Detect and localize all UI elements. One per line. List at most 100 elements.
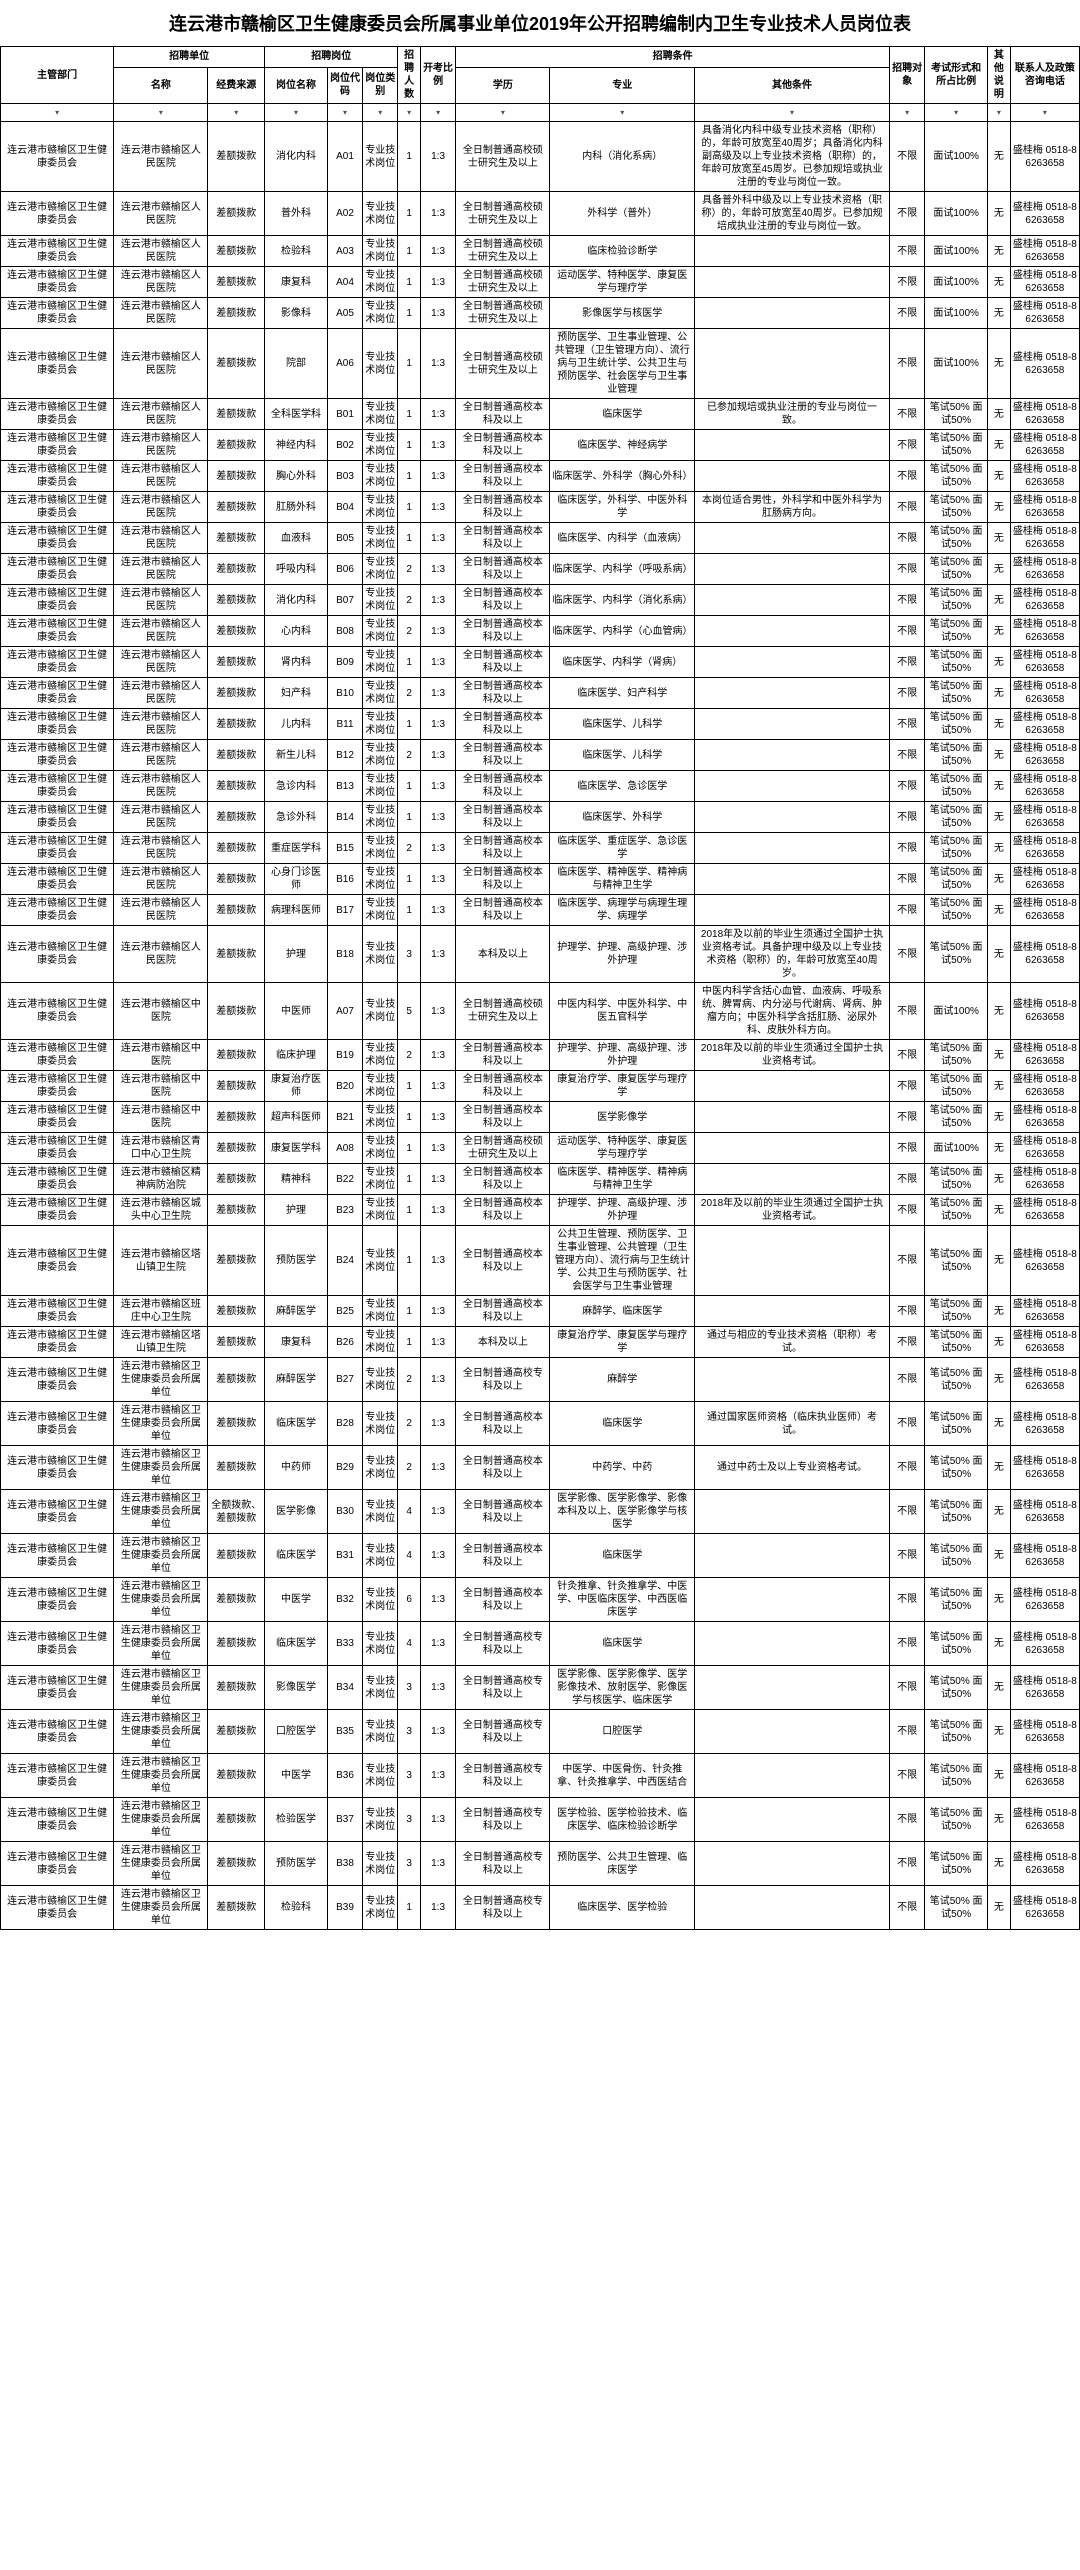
cell-note: 无 <box>988 1490 1011 1534</box>
cell-unit: 连云港市赣榆区人民医院 <box>114 192 208 236</box>
filter-cell[interactable]: ▾ <box>988 104 1011 122</box>
filter-cell[interactable]: ▾ <box>363 104 398 122</box>
cell-contact: 盛桂梅 0518-86263658 <box>1010 554 1079 585</box>
table-row: 连云港市赣榆区卫生健康委员会连云港市赣榆区卫生健康委员会所属单位差额拨款临床医学… <box>1 1534 1080 1578</box>
table-row: 连云港市赣榆区卫生健康委员会连云港市赣榆区中医院差额拨款临床护理B19专业技术岗… <box>1 1040 1080 1071</box>
cell-jobName: 麻醉医学 <box>265 1296 328 1327</box>
cell-dept: 连云港市赣榆区卫生健康委员会 <box>1 647 114 678</box>
cell-contact: 盛桂梅 0518-86263658 <box>1010 1798 1079 1842</box>
cell-ratio: 1:3 <box>420 399 455 430</box>
cell-contact: 盛桂梅 0518-86263658 <box>1010 192 1079 236</box>
header-note: 其他说明 <box>988 47 1011 104</box>
table-row: 连云港市赣榆区卫生健康委员会连云港市赣榆区中医院差额拨款康复治疗医师B20专业技… <box>1 1071 1080 1102</box>
cell-ratio: 1:3 <box>420 1754 455 1798</box>
cell-exam: 笔试50% 面试50% <box>925 492 988 523</box>
cell-num: 1 <box>398 1195 421 1226</box>
cell-ratio: 1:3 <box>420 298 455 329</box>
filter-cell[interactable]: ▾ <box>1010 104 1079 122</box>
cell-target: 不限 <box>890 1842 925 1886</box>
cell-major: 麻醉学、临床医学 <box>550 1296 695 1327</box>
cell-edu: 全日制普通高校本科及以上 <box>456 492 550 523</box>
cell-jobName: 胸心外科 <box>265 461 328 492</box>
header-ratio: 开考比例 <box>420 47 455 104</box>
filter-arrow-icon: ▾ <box>234 108 238 117</box>
cell-dept: 连云港市赣榆区卫生健康委员会 <box>1 267 114 298</box>
cell-cat: 专业技术岗位 <box>363 236 398 267</box>
cell-major: 中医内科学、中医外科学、中医五官科学 <box>550 983 695 1040</box>
cell-contact: 盛桂梅 0518-86263658 <box>1010 1886 1079 1930</box>
filter-cell[interactable]: ▾ <box>420 104 455 122</box>
cell-fund: 差额拨款 <box>208 740 265 771</box>
cell-code: A07 <box>327 983 362 1040</box>
cell-note: 无 <box>988 1710 1011 1754</box>
cell-exam: 笔试50% 面试50% <box>925 1402 988 1446</box>
filter-cell[interactable]: ▾ <box>114 104 208 122</box>
cell-other <box>695 740 890 771</box>
cell-edu: 全日制普通高校本科及以上 <box>456 1296 550 1327</box>
cell-jobName: 肛肠外科 <box>265 492 328 523</box>
cell-target: 不限 <box>890 1886 925 1930</box>
filter-cell[interactable]: ▾ <box>1 104 114 122</box>
cell-num: 1 <box>398 771 421 802</box>
table-row: 连云港市赣榆区卫生健康委员会连云港市赣榆区人民医院差额拨款胸心外科B03专业技术… <box>1 461 1080 492</box>
cell-fund: 差额拨款 <box>208 802 265 833</box>
cell-contact: 盛桂梅 0518-86263658 <box>1010 298 1079 329</box>
table-row: 连云港市赣榆区卫生健康委员会连云港市赣榆区人民医院差额拨款重症医学科B15专业技… <box>1 833 1080 864</box>
filter-cell[interactable]: ▾ <box>456 104 550 122</box>
cell-num: 1 <box>398 461 421 492</box>
cell-num: 1 <box>398 1226 421 1296</box>
cell-ratio: 1:3 <box>420 554 455 585</box>
cell-unit: 连云港市赣榆区人民医院 <box>114 329 208 399</box>
cell-fund: 差额拨款 <box>208 1164 265 1195</box>
filter-arrow-icon: ▾ <box>501 108 505 117</box>
table-row: 连云港市赣榆区卫生健康委员会连云港市赣榆区人民医院差额拨款肾内科B09专业技术岗… <box>1 647 1080 678</box>
cell-unit: 连云港市赣榆区人民医院 <box>114 298 208 329</box>
cell-exam: 笔试50% 面试50% <box>925 1358 988 1402</box>
cell-unit: 连云港市赣榆区卫生健康委员会所属单位 <box>114 1358 208 1402</box>
cell-jobName: 康复医学科 <box>265 1133 328 1164</box>
cell-unit: 连云港市赣榆区人民医院 <box>114 740 208 771</box>
cell-code: B14 <box>327 802 362 833</box>
cell-unit: 连云港市赣榆区卫生健康委员会所属单位 <box>114 1886 208 1930</box>
filter-cell[interactable]: ▾ <box>327 104 362 122</box>
cell-fund: 差额拨款 <box>208 1842 265 1886</box>
cell-unit: 连云港市赣榆区人民医院 <box>114 895 208 926</box>
cell-target: 不限 <box>890 895 925 926</box>
cell-major: 临床医学 <box>550 1534 695 1578</box>
cell-code: B18 <box>327 926 362 983</box>
filter-cell[interactable]: ▾ <box>890 104 925 122</box>
table-row: 连云港市赣榆区卫生健康委员会连云港市赣榆区卫生健康委员会所属单位差额拨款口腔医学… <box>1 1710 1080 1754</box>
cell-dept: 连云港市赣榆区卫生健康委员会 <box>1 1666 114 1710</box>
cell-edu: 全日制普通高校本科及以上 <box>456 740 550 771</box>
cell-code: B22 <box>327 1164 362 1195</box>
cell-cat: 专业技术岗位 <box>363 1071 398 1102</box>
cell-target: 不限 <box>890 298 925 329</box>
cell-jobName: 医学影像 <box>265 1490 328 1534</box>
filter-cell[interactable]: ▾ <box>695 104 890 122</box>
cell-cat: 专业技术岗位 <box>363 1534 398 1578</box>
cell-exam: 笔试50% 面试50% <box>925 647 988 678</box>
cell-edu: 全日制普通高校本科及以上 <box>456 461 550 492</box>
cell-cat: 专业技术岗位 <box>363 1133 398 1164</box>
cell-num: 1 <box>398 802 421 833</box>
filter-cell[interactable]: ▾ <box>550 104 695 122</box>
cell-jobName: 消化内科 <box>265 122 328 192</box>
cell-target: 不限 <box>890 1622 925 1666</box>
filter-cell[interactable]: ▾ <box>925 104 988 122</box>
cell-cat: 专业技术岗位 <box>363 647 398 678</box>
cell-target: 不限 <box>890 833 925 864</box>
filter-cell[interactable]: ▾ <box>398 104 421 122</box>
filter-cell[interactable]: ▾ <box>265 104 328 122</box>
filter-cell[interactable]: ▾ <box>208 104 265 122</box>
cell-dept: 连云港市赣榆区卫生健康委员会 <box>1 802 114 833</box>
table-row: 连云港市赣榆区卫生健康委员会连云港市赣榆区卫生健康委员会所属单位差额拨款麻醉医学… <box>1 1358 1080 1402</box>
header-fund: 经费来源 <box>208 67 265 103</box>
cell-num: 1 <box>398 430 421 461</box>
cell-unit: 连云港市赣榆区卫生健康委员会所属单位 <box>114 1446 208 1490</box>
cell-major: 临床医学，外科学、中医外科学 <box>550 492 695 523</box>
cell-num: 3 <box>398 1666 421 1710</box>
cell-contact: 盛桂梅 0518-86263658 <box>1010 122 1079 192</box>
cell-jobName: 急诊外科 <box>265 802 328 833</box>
cell-other: 2018年及以前的毕业生须通过全国护士执业资格考试。 <box>695 1040 890 1071</box>
cell-contact: 盛桂梅 0518-86263658 <box>1010 329 1079 399</box>
